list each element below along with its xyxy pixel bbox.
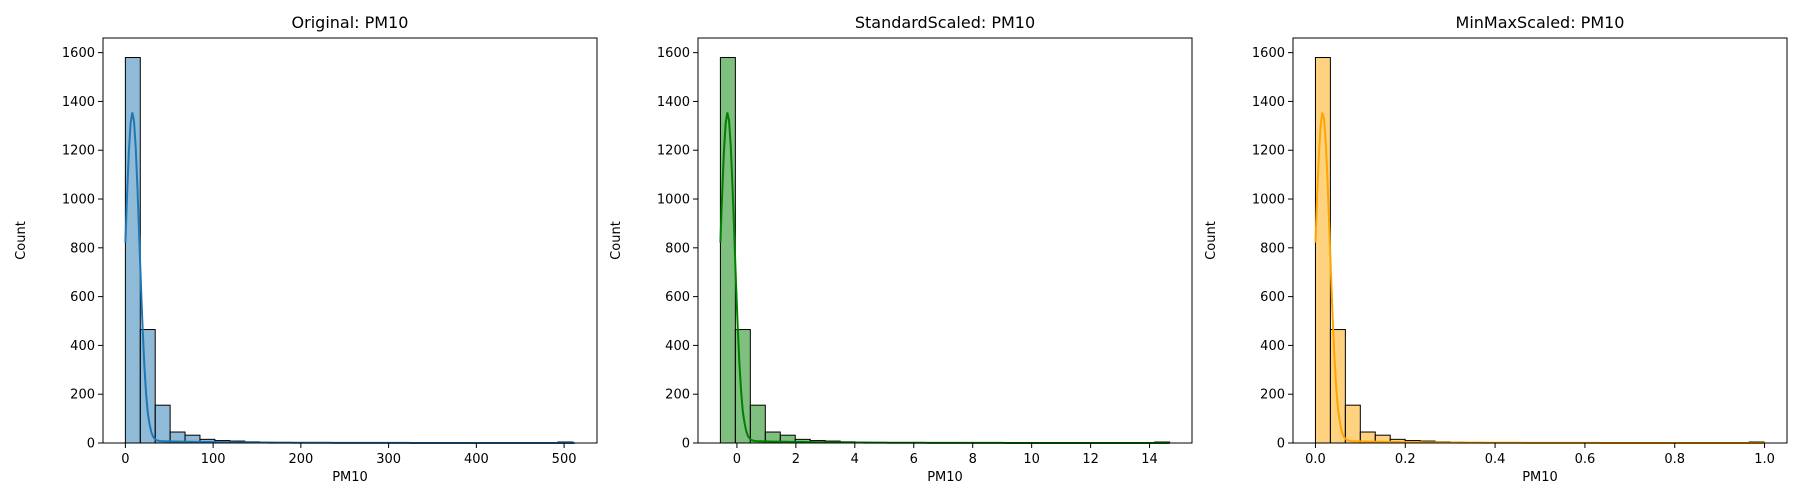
- histogram-bar: [154, 404, 171, 444]
- x-tick-label: 0: [121, 452, 129, 467]
- x-axis-label: PM10: [1522, 470, 1558, 485]
- chart-panel-1: 0 200 400 600 800 1000 1200 1400 1600 0 2 4 6 8 10 12 14…: [609, 13, 1193, 485]
- y-tick-label: 1000: [657, 193, 690, 208]
- x-tick-label: 100: [201, 452, 226, 467]
- x-tick-label: 1.0: [1754, 452, 1775, 467]
- chart-title: MinMaxScaled: PM10: [1456, 13, 1625, 32]
- kde-curve: [1314, 112, 1765, 444]
- x-tick-label: 0.0: [1305, 452, 1326, 467]
- y-tick-label: 1600: [1252, 46, 1285, 61]
- y-tick-label: 800: [70, 241, 95, 256]
- y-tick-label: 1400: [62, 95, 95, 110]
- y-tick-label: 800: [665, 241, 690, 256]
- y-tick-label: 1000: [1252, 193, 1285, 208]
- x-tick-label: 6: [910, 452, 918, 467]
- histogram-bar: [734, 329, 751, 444]
- histogram-bar: [1344, 404, 1361, 444]
- y-tick-label: 400: [665, 339, 690, 354]
- y-axis-label: Count: [609, 221, 624, 260]
- kde-curve: [719, 112, 1170, 444]
- y-tick-label: 1200: [62, 144, 95, 159]
- y-tick-label: 200: [70, 388, 95, 403]
- y-tick-label: 600: [665, 290, 690, 305]
- chart-title: StandardScaled: PM10: [855, 13, 1035, 32]
- x-tick-label: 10: [1023, 452, 1040, 467]
- y-tick-label: 1400: [657, 95, 690, 110]
- histogram-bars: [719, 57, 1171, 444]
- x-tick-label: 0.2: [1395, 452, 1416, 467]
- histogram-bars: [124, 57, 574, 444]
- chart-panel-0: 0 200 400 600 800 1000 1200 1400 1600 0 100 200 300 4…: [14, 13, 598, 485]
- x-axis-label: PM10: [332, 470, 368, 485]
- plot-frame: [697, 37, 1193, 444]
- x-tick-label: 0.8: [1664, 452, 1685, 467]
- y-tick-label: 600: [1260, 290, 1285, 305]
- x-tick-label: 0.4: [1485, 452, 1506, 467]
- y-axis-label: Count: [1204, 221, 1219, 260]
- x-tick-label: 200: [288, 452, 313, 467]
- y-tick-label: 800: [1260, 241, 1285, 256]
- x-tick-label: 0: [733, 452, 741, 467]
- y-tick-label: 0: [87, 437, 95, 452]
- kde-curve: [124, 112, 575, 444]
- chart-title: Original: PM10: [292, 13, 409, 32]
- x-tick-label: 300: [376, 452, 401, 467]
- y-tick-label: 400: [1260, 339, 1285, 354]
- x-tick-label: 0.6: [1575, 452, 1596, 467]
- x-axis-label: PM10: [927, 470, 963, 485]
- x-tick-label: 4: [851, 452, 859, 467]
- x-tick-label: 8: [969, 452, 977, 467]
- y-tick-label: 1000: [62, 193, 95, 208]
- x-tick-label: 2: [792, 452, 800, 467]
- histogram-bars: [1314, 57, 1765, 444]
- y-tick-label: 1200: [1252, 144, 1285, 159]
- x-tick-label: 14: [1141, 452, 1158, 467]
- x-tick-label: 12: [1082, 452, 1099, 467]
- y-tick-label: 400: [70, 339, 95, 354]
- y-tick-label: 1200: [657, 144, 690, 159]
- y-tick-label: 1600: [657, 46, 690, 61]
- x-tick-label: 500: [552, 452, 577, 467]
- y-tick-label: 1400: [1252, 95, 1285, 110]
- histogram-bar: [749, 404, 766, 444]
- plot-frame: [1292, 37, 1788, 444]
- y-tick-label: 1600: [62, 46, 95, 61]
- y-tick-label: 0: [682, 437, 690, 452]
- histogram-bar: [1329, 329, 1346, 444]
- y-tick-label: 600: [70, 290, 95, 305]
- y-axis-label: Count: [14, 221, 29, 260]
- y-tick-label: 200: [665, 388, 690, 403]
- plot-frame: [102, 37, 598, 444]
- chart-panel-2: 0 200 400 600 800 1000 1200 1400 1600 0.0 0.2 0.4 0.…: [1204, 13, 1788, 485]
- y-tick-label: 200: [1260, 388, 1285, 403]
- y-tick-label: 0: [1277, 437, 1285, 452]
- x-tick-label: 400: [464, 452, 489, 467]
